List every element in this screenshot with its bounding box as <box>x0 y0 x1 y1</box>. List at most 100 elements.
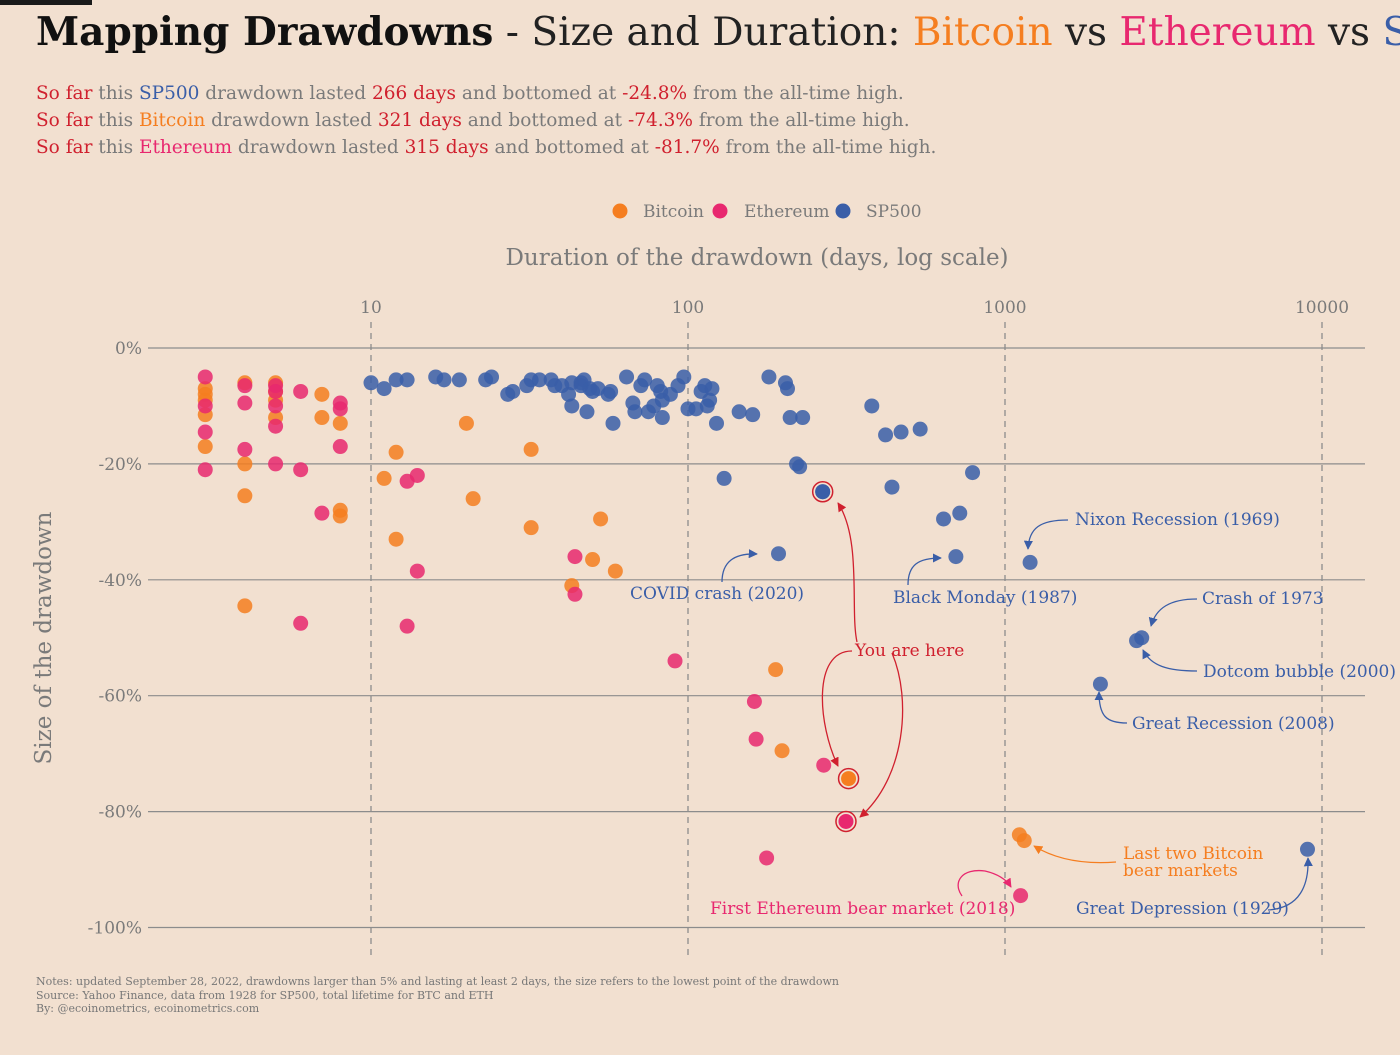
ethereum-point <box>197 398 213 414</box>
sp500-point <box>363 375 379 391</box>
bitcoin-point <box>237 598 253 614</box>
ethereum-point <box>567 549 583 565</box>
current-highlight-ring <box>835 810 857 833</box>
ethereum-point <box>268 383 284 399</box>
current-highlight-ring <box>811 480 834 503</box>
bitcoin-point <box>332 508 348 524</box>
annotation-black-monday: Black Monday (1987) <box>893 588 1077 608</box>
subtitle-text: from the all-time high. <box>687 83 904 104</box>
sp500-point <box>676 369 692 385</box>
sp500-point <box>531 372 547 388</box>
axis-ticks: 0% -20% -40% -60% -80% -100% 10 100 1000 10000 <box>88 298 1349 939</box>
note-line: Source: Yahoo Finance, data from 1928 fo… <box>36 988 494 1002</box>
annotation-great-depression: Great Depression (1929) <box>1076 899 1289 919</box>
sp500-point <box>505 383 521 399</box>
sp500-point <box>884 479 900 495</box>
legend-ethereum-label: Ethereum <box>744 202 830 222</box>
ethereum-bear-arrow <box>957 869 1012 897</box>
sp500-point <box>484 369 500 385</box>
bitcoin-point <box>376 470 392 486</box>
bitcoin-point <box>465 491 481 507</box>
sp500-point <box>965 465 981 481</box>
sp500-point <box>436 372 452 388</box>
you-are-here-arrow-ethereum <box>859 652 904 818</box>
annotation-dotcom: Dotcom bubble (2000) <box>1203 662 1396 682</box>
subtitle-so-far: So far <box>36 110 93 131</box>
annotation-bitcoin-bear-1: Last two Bitcoin <box>1123 844 1263 864</box>
bitcoin-point <box>458 415 474 431</box>
sp500-point <box>795 410 811 426</box>
ethereum-point <box>1013 888 1029 904</box>
ethereum-point <box>237 441 253 457</box>
grid <box>148 322 1365 958</box>
ethereum-point <box>237 395 253 411</box>
ethereum-point <box>409 563 425 579</box>
ethereum-point <box>268 418 284 434</box>
sp500-point <box>948 549 964 565</box>
ethereum-point <box>293 615 309 631</box>
subtitle-so-far: So far <box>36 137 93 158</box>
ethereum-point <box>197 424 213 440</box>
bitcoin-point <box>593 511 609 527</box>
chart-subtitle: So far this SP500 drawdown lasted 266 da… <box>36 80 936 161</box>
ethereum-point <box>759 850 775 866</box>
title-sp500: SP500 <box>1382 10 1400 55</box>
sp500-point <box>952 505 968 521</box>
sp500-point <box>1092 676 1108 692</box>
title-middle: - Size and Duration: <box>493 10 913 55</box>
ethereum-point <box>197 369 213 385</box>
x-tick-label: 100 <box>672 298 704 318</box>
bitcoin-point <box>197 439 213 455</box>
sp500-point <box>654 410 670 426</box>
ethereum-point <box>816 757 832 773</box>
bitcoin-bear-arrow <box>1033 845 1117 864</box>
ethereum-point <box>746 693 762 709</box>
subtitle-text: this <box>92 110 139 131</box>
bitcoin-point <box>607 563 623 579</box>
sp500-point <box>688 401 704 417</box>
y-tick-label: -40% <box>98 571 142 591</box>
bitcoin-point <box>237 456 253 472</box>
subtitle-text: from the all-time high. <box>692 110 910 131</box>
sp500-point <box>704 381 720 397</box>
you-are-here-arrow-bitcoin <box>821 650 853 767</box>
title-vs-2: vs <box>1315 10 1383 55</box>
sp500-point <box>702 392 718 408</box>
ethereum-point <box>293 383 309 399</box>
y-tick-label: -20% <box>98 455 142 475</box>
subtitle-line-sp500: So far this SP500 drawdown lasted 266 da… <box>36 80 936 107</box>
sp500-point <box>399 372 415 388</box>
sp500-point <box>708 415 724 431</box>
sp500-point <box>561 386 577 402</box>
subtitle-text: drawdown lasted <box>205 110 378 131</box>
black-monday-arrow <box>907 553 942 586</box>
title-lead: Mapping Drawdowns <box>36 9 494 55</box>
subtitle-asset: Ethereum <box>138 137 233 158</box>
y-tick-label: -80% <box>98 803 142 823</box>
bitcoin-current-point <box>841 771 857 787</box>
ethereum-point <box>332 439 348 455</box>
sp500-point <box>792 459 808 475</box>
ethereum-point <box>399 618 415 634</box>
title-vs-1: vs <box>1052 10 1120 55</box>
subtitle-days: 315 days <box>404 137 489 158</box>
bitcoin-point <box>332 415 348 431</box>
sp500-point <box>564 398 580 414</box>
bitcoin-point <box>523 441 539 457</box>
subtitle-line-ethereum: So far this Ethereum drawdown lasted 315… <box>36 134 936 161</box>
subtitle-text: drawdown lasted <box>232 137 405 158</box>
sp500-point <box>745 407 761 423</box>
subtitle-line-bitcoin: So far this Bitcoin drawdown lasted 321 … <box>36 107 936 134</box>
sp500-point <box>771 546 787 562</box>
subtitle-percent: -81.7% <box>654 137 720 158</box>
ethereum-point <box>237 378 253 394</box>
subtitle-text: from the all-time high. <box>719 137 937 158</box>
subtitle-asset: Bitcoin <box>138 110 206 131</box>
bitcoin-point <box>1016 833 1032 849</box>
great-recession-arrow <box>1094 691 1128 724</box>
subtitle-asset: SP500 <box>138 83 200 104</box>
dotcom-arrow <box>1142 649 1198 672</box>
sp500-point <box>637 372 653 388</box>
ethereum-point <box>268 398 284 414</box>
